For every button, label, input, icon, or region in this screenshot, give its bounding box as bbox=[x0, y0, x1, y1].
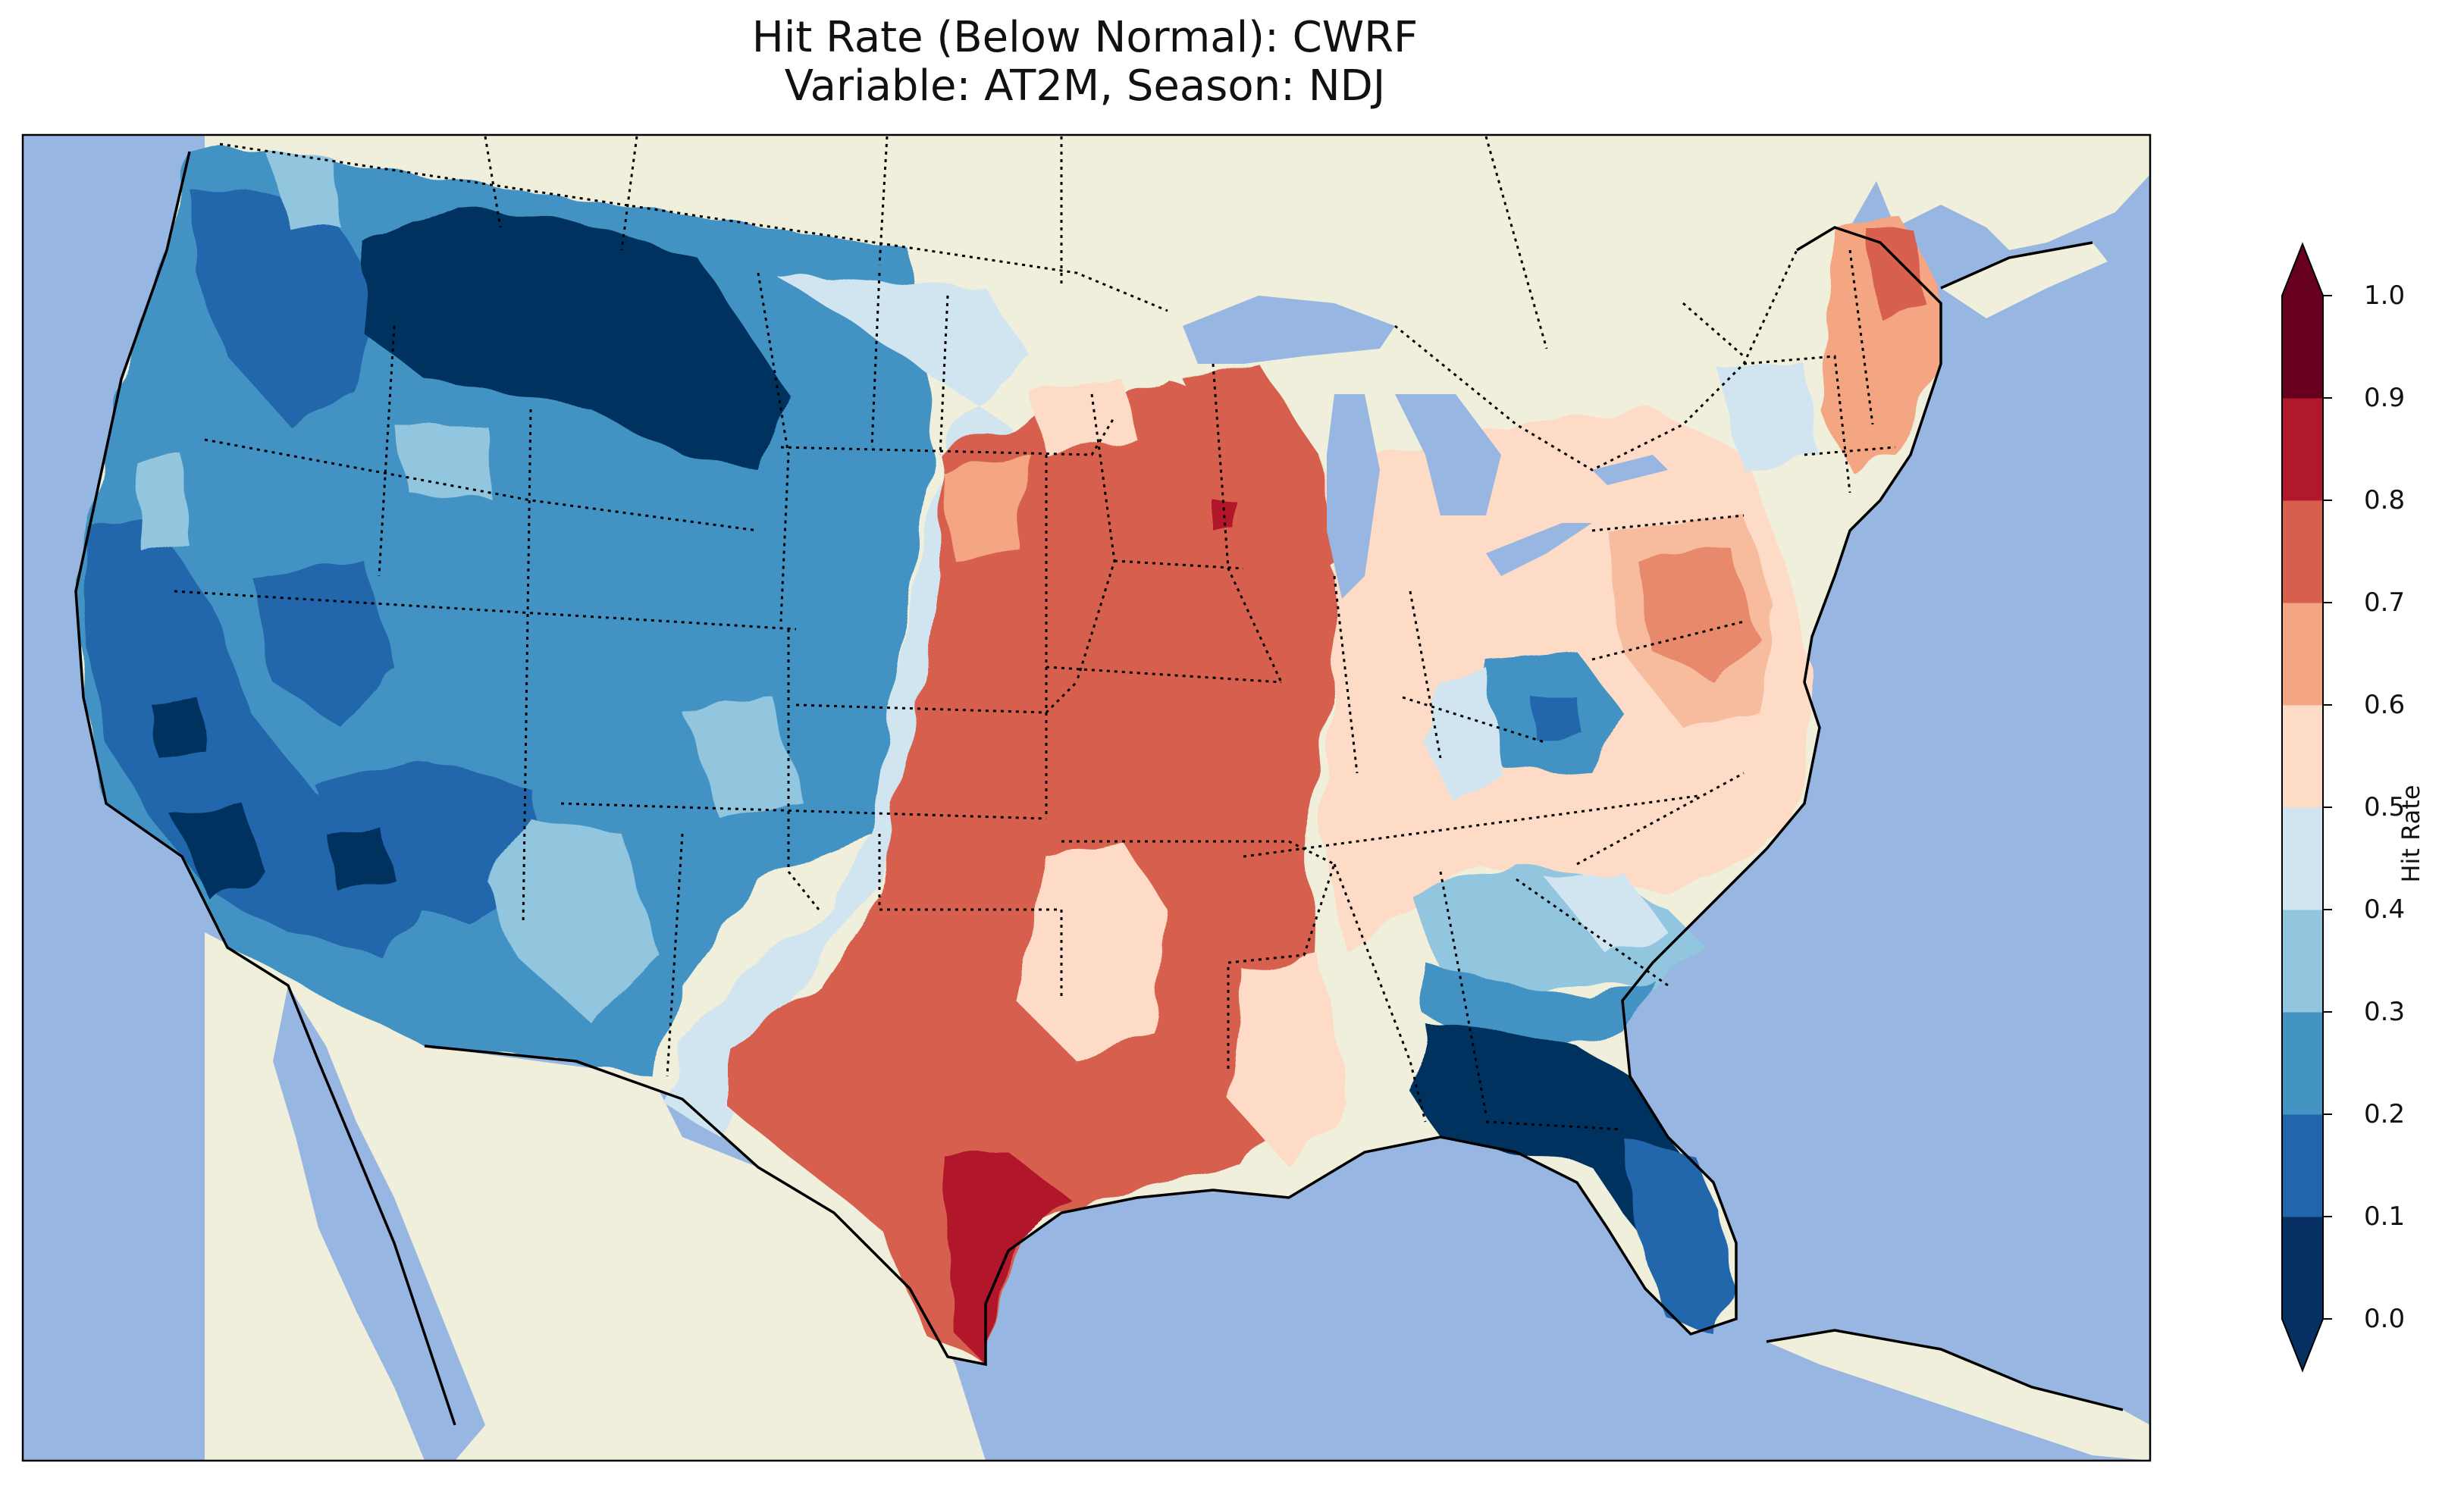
colorbar-segment bbox=[2282, 296, 2323, 399]
field-ny-0.4-0.5 bbox=[1713, 364, 1820, 470]
colorbar-tick-label: 0.3 bbox=[2364, 997, 2406, 1027]
cuba-land bbox=[1766, 1330, 2150, 1461]
colorbar-segment bbox=[2282, 1012, 2323, 1115]
colorbar-segment bbox=[2282, 910, 2323, 1013]
field-ga-fl-0.0-0.1 bbox=[1410, 1023, 1698, 1258]
field-sw-dark-0.0-0.1 bbox=[174, 803, 265, 902]
great-lakes bbox=[1183, 296, 1668, 599]
field-nm-light-0.3-0.4 bbox=[485, 819, 660, 1023]
colorbar-segment bbox=[2282, 500, 2323, 603]
colorbar-tick-label: 0.4 bbox=[2364, 894, 2406, 925]
colorbar-tick-label: 0.7 bbox=[2364, 587, 2406, 618]
field-mn-wi-0.7-0.8 bbox=[1183, 364, 1334, 591]
coastline bbox=[74, 151, 2124, 1426]
lake-erie bbox=[1486, 523, 1592, 576]
colorbar-segment bbox=[2282, 1217, 2323, 1320]
title-line-1: Hit Rate (Below Normal): CWRF bbox=[751, 13, 1419, 62]
colorbar-over-extension bbox=[2282, 244, 2323, 296]
field-pnw-light-0.3-0.4 bbox=[265, 152, 341, 227]
field-id-light-0.3-0.4 bbox=[394, 424, 493, 500]
field-me-0.7-0.8 bbox=[1865, 227, 1926, 318]
field-az-dark-0.0-0.1 bbox=[326, 826, 394, 894]
field-ca-dark-0.0-0.1 bbox=[152, 697, 205, 758]
field-ks-0.6-0.7 bbox=[940, 455, 1031, 561]
field-la-0.5-0.6 bbox=[1228, 955, 1350, 1167]
lake-superior bbox=[1183, 296, 1395, 364]
colorbar-tick-label: 0.6 bbox=[2364, 690, 2406, 720]
field-ok-0.5-0.6 bbox=[1016, 841, 1168, 1061]
atlantic-canada-land bbox=[1857, 135, 2150, 250]
lake-michigan bbox=[1327, 394, 1380, 599]
colorbar-segment bbox=[2282, 807, 2323, 910]
hit-rate-field bbox=[76, 144, 1941, 1364]
title-line-2: Variable: AT2M, Season: NDJ bbox=[784, 61, 1386, 111]
colorbar-tick-label: 0.2 bbox=[2364, 1099, 2406, 1129]
field-wv-dark-0.1-0.2 bbox=[1531, 697, 1585, 743]
map-frame bbox=[21, 133, 2152, 1462]
map-panel bbox=[23, 135, 2150, 1461]
field-fl-0.1-0.2 bbox=[1622, 1137, 1736, 1334]
field-ia-0.5-0.6 bbox=[1031, 379, 1137, 455]
field-se-0.2-0.3 bbox=[1425, 963, 1653, 1046]
colorbar-segment bbox=[2282, 398, 2323, 501]
colorbar-tick-label: 1.0 bbox=[2364, 280, 2406, 311]
field-central-0.7-0.8 bbox=[728, 379, 1334, 1364]
gulf-of-california bbox=[273, 985, 485, 1461]
field-nw-0.1-0.2 bbox=[190, 189, 379, 424]
field-rockies-0.0-0.1 bbox=[364, 205, 788, 470]
colorbar-tick-label: 0.9 bbox=[2364, 383, 2406, 413]
canada-border bbox=[219, 143, 1798, 471]
colorbar-tick-label: 0.0 bbox=[2364, 1304, 2406, 1334]
nova-scotia-land bbox=[1941, 243, 2108, 318]
colorbar-segment bbox=[2282, 1114, 2323, 1217]
colorbar-segment bbox=[2282, 603, 2323, 706]
field-ky-0.4-0.5 bbox=[1425, 667, 1501, 803]
field-sc-0.4-0.5 bbox=[1547, 872, 1668, 955]
colorbar-tick-label: 0.1 bbox=[2364, 1201, 2406, 1232]
colorbar-tick-label: 0.8 bbox=[2364, 485, 2406, 515]
field-co-light-0.3-0.4 bbox=[682, 697, 804, 819]
field-or-light-0.3-0.4 bbox=[136, 455, 190, 553]
lake-ontario bbox=[1592, 455, 1668, 485]
colorbar-under-extension bbox=[2282, 1319, 2323, 1370]
field-va-halo-0.6-0.7 bbox=[1607, 515, 1774, 728]
lake-huron bbox=[1395, 394, 1501, 515]
colorbar-segment bbox=[2282, 705, 2323, 808]
chart-title: Hit Rate (Below Normal): CWRF Variable: … bbox=[21, 14, 2149, 111]
colorbar bbox=[2281, 242, 2332, 1373]
colorbar-tick-label: 0.5 bbox=[2364, 792, 2406, 822]
